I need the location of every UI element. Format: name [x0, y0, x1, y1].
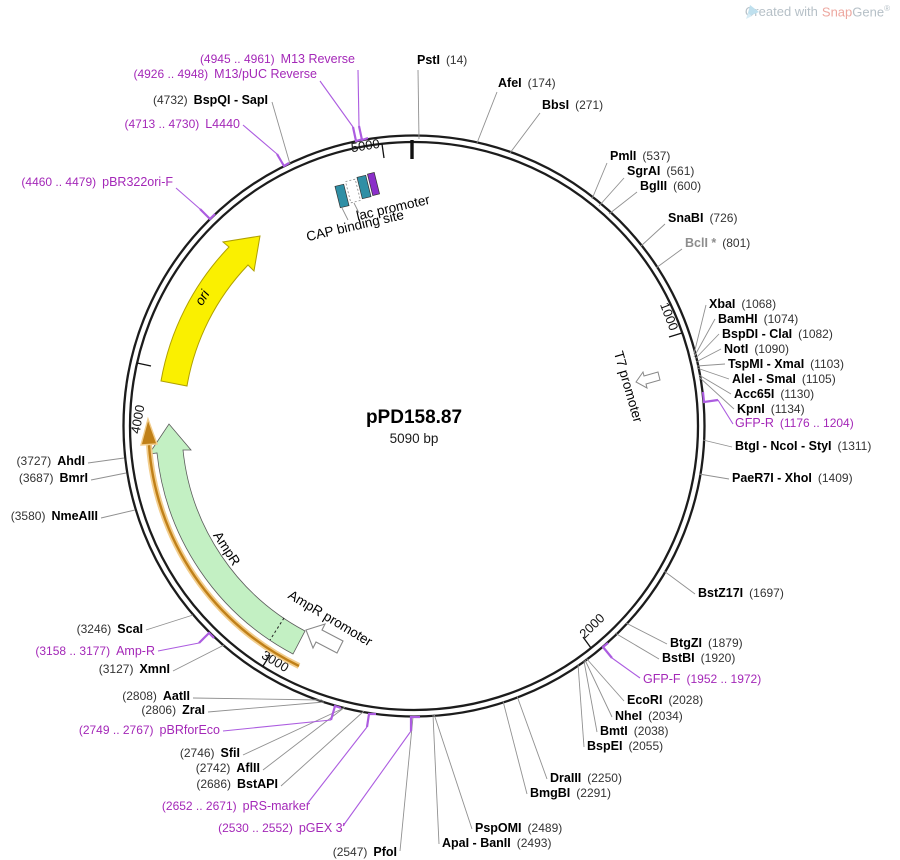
primer-label-gfp-f[interactable]: GFP-F (1952 .. 1972)	[643, 672, 762, 686]
primer-label-amp-r[interactable]: (3158 .. 3177) Amp-R	[35, 644, 155, 658]
lac-promoter-box[interactable]	[345, 178, 361, 204]
site-label-bmgbi[interactable]: BmgBI (2291)	[530, 786, 611, 800]
watermark-gene: Gene	[852, 4, 885, 20]
site-label-xmni[interactable]: (3127) XmnI	[98, 662, 170, 676]
primer-label-m13-reverse[interactable]: (4945 .. 4961) M13 Reverse	[199, 52, 355, 66]
site-label-acc65i[interactable]: Acc65I (1130)	[734, 387, 815, 401]
site-label-aatii[interactable]: (2808) AatII	[122, 689, 190, 703]
site-label-ecori[interactable]: EcoRI (2028)	[627, 693, 704, 707]
site-label-bbsi[interactable]: BbsI (271)	[542, 98, 604, 112]
ampr-boundary-dash	[269, 617, 285, 641]
lac-label-leaders	[341, 202, 360, 221]
t7-promoter-arrow[interactable]	[635, 370, 661, 389]
site-label-ahdi[interactable]: (3727) AhdI	[16, 454, 85, 468]
site-label-sfii[interactable]: (2746) SfiI	[179, 746, 240, 760]
lac-region-boxes[interactable]	[334, 172, 380, 209]
scale-ticks	[136, 143, 683, 667]
site-label-bmti[interactable]: BmtI (2038)	[600, 724, 669, 738]
watermark-reg: ®	[884, 4, 890, 13]
site-label-aflii[interactable]: (2742) AflII	[195, 761, 260, 775]
primer-label-gfp-r[interactable]: GFP-R (1176 .. 1204)	[735, 416, 854, 430]
primer-label-pgex-3[interactable]: (2530 .. 2552) pGEX 3'	[218, 821, 345, 835]
site-label-noti[interactable]: NotI (1090)	[724, 342, 789, 356]
watermark-created-text: Created with	[744, 4, 818, 20]
plasmid-name: pPD158.87	[365, 407, 463, 428]
site-label-scai[interactable]: (3246) ScaI	[76, 622, 143, 636]
site-label-kpni[interactable]: KpnI (1134)	[737, 402, 805, 416]
site-label-tspmi-xmai[interactable]: TspMI - XmaI (1103)	[728, 357, 844, 371]
site-label-bmri[interactable]: (3687) BmrI	[18, 471, 88, 485]
backbone-inner-ring[interactable]	[128, 140, 700, 712]
ampr-feature-arrow[interactable]	[148, 423, 306, 655]
site-label-paer7i-xhoi[interactable]: PaeR7I - XhoI (1409)	[732, 471, 853, 485]
ori-feature-arrow[interactable]	[160, 235, 261, 387]
primer-marks[interactable]	[198, 125, 719, 731]
site-label-nhei[interactable]: NheI (2034)	[615, 709, 683, 723]
ampr-promoter-arrow[interactable]	[305, 623, 344, 654]
plasmid-title-block: pPD158.87 5090 bp	[366, 407, 462, 446]
site-label-draiii[interactable]: DraIII (2250)	[550, 771, 622, 785]
site-label-alei-smai[interactable]: AleI - SmaI (1105)	[732, 372, 836, 386]
site-label-xbai[interactable]: XbaI (1068)	[709, 297, 777, 311]
site-label-snabi[interactable]: SnaBI (726)	[668, 211, 738, 225]
site-label-btgzi[interactable]: BtgZI (1879)	[670, 636, 743, 650]
site-label-afei[interactable]: AfeI (174)	[498, 76, 556, 90]
snapgene-watermark: Created with SnapGene®	[745, 4, 890, 19]
primer-label-l4440[interactable]: (4713 .. 4730) L4440	[124, 117, 240, 131]
site-label-bcli[interactable]: BclI * (801)	[685, 236, 751, 250]
operator-box-purple[interactable]	[367, 172, 380, 196]
site-label-bamhi[interactable]: BamHI (1074)	[718, 312, 799, 326]
primer-label-prs-marker[interactable]: (2652 .. 2671) pRS-marker	[161, 799, 310, 813]
plasmid-size: 5090 bp	[389, 431, 439, 446]
site-label-zrai[interactable]: (2806) ZraI	[141, 703, 205, 717]
primer-label-m13-puc-reverse[interactable]: (4926 .. 4948) M13/pUC Reverse	[133, 67, 317, 81]
site-label-sgrai[interactable]: SgrAI (561)	[627, 164, 695, 178]
site-label-nmeaiii[interactable]: (3580) NmeAIII	[10, 509, 98, 523]
site-label-bglii[interactable]: BglII (600)	[640, 179, 702, 193]
site-label-bstz17i[interactable]: BstZ17I (1697)	[698, 586, 784, 600]
site-label-bstbi[interactable]: BstBI (1920)	[662, 651, 736, 665]
site-label-bspei[interactable]: BspEI (2055)	[587, 739, 664, 753]
site-label-bstapi[interactable]: (2686) BstAPI	[196, 777, 278, 791]
site-label-bspqi-sapi[interactable]: (4732) BspQI - SapI	[152, 93, 268, 107]
site-label-pfoi[interactable]: (2547) PfoI	[332, 845, 397, 859]
snapgene-icon	[745, 5, 759, 19]
primer-label-pbr322ori-f[interactable]: (4460 .. 4479) pBR322ori-F	[21, 175, 173, 189]
site-label-psti[interactable]: PstI (14)	[417, 53, 468, 67]
site-label-apai-banii[interactable]: ApaI - BanII (2493)	[442, 836, 552, 850]
site-label-pmli[interactable]: PmlI (537)	[610, 149, 671, 163]
site-leader-lines	[87, 69, 735, 852]
operator-box-teal[interactable]	[356, 174, 372, 200]
site-label-bspdi-clai[interactable]: BspDI - ClaI (1082)	[722, 327, 833, 341]
site-label-btgi-ncoi-styi[interactable]: BtgI - NcoI - StyI (1311)	[735, 439, 872, 453]
scale-label-4000: 4000	[128, 404, 148, 435]
site-label-pspomi[interactable]: PspOMI (2489)	[475, 821, 563, 835]
cap-binding-site-box[interactable]	[334, 183, 350, 209]
primer-leader-lines	[157, 69, 734, 827]
watermark-snap: Snap	[821, 4, 853, 20]
primer-label-pbrforeco[interactable]: (2749 .. 2767) pBRforEco	[78, 723, 220, 737]
ampr-orange-arrow	[140, 416, 301, 669]
